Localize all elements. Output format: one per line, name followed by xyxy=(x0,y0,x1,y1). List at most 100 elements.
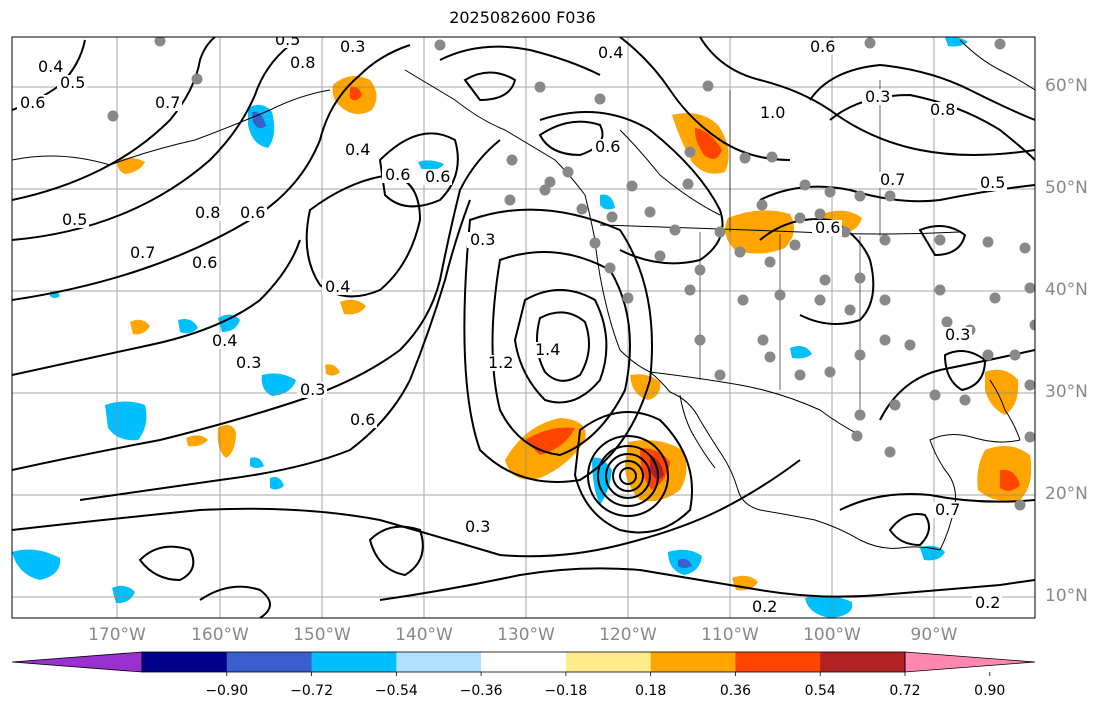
longitude-label: 130°W xyxy=(497,625,555,645)
colorbar-tick-label: 0.54 xyxy=(804,683,836,699)
station-dot xyxy=(756,199,768,211)
station-dot xyxy=(734,246,746,258)
contour-label-background xyxy=(807,39,837,55)
contour-label-background xyxy=(942,327,972,343)
contour-label-background xyxy=(35,59,65,75)
station-dot xyxy=(941,316,953,328)
negative-anomaly-patch xyxy=(600,194,615,210)
contour-line xyxy=(12,37,216,201)
contour-label-background xyxy=(462,519,492,535)
longitude-label: 100°W xyxy=(803,625,861,645)
vortex-ring xyxy=(597,445,659,507)
station-dot xyxy=(544,176,556,188)
longitude-label: 150°W xyxy=(293,625,351,645)
station-dot xyxy=(864,37,876,49)
contour-label-background xyxy=(152,95,182,111)
coastlines xyxy=(12,39,1035,551)
contour-loop xyxy=(918,225,967,257)
station-dot xyxy=(814,208,826,220)
station-dot xyxy=(851,430,863,442)
contour-label-background xyxy=(272,37,302,48)
station-dot xyxy=(766,151,778,163)
province-borders xyxy=(729,80,881,236)
contour-label: 0.3 xyxy=(865,87,890,106)
colorbar-segment xyxy=(565,652,652,672)
station-dot xyxy=(854,190,866,202)
station-dot xyxy=(604,262,616,274)
contour-label-background xyxy=(233,355,263,371)
station-dot xyxy=(824,366,836,378)
contour-label: 0.6 xyxy=(815,218,840,237)
contour-label: 0.6 xyxy=(350,410,375,429)
contour-label: 0.4 xyxy=(212,331,237,350)
colorbar-segment xyxy=(820,652,906,672)
positive-anomaly-patch xyxy=(725,210,794,254)
station-dot xyxy=(654,250,666,262)
station-dot xyxy=(669,224,681,236)
contour-labels: 0.40.50.6 0.70.80.30.40.50.6 0.60.4 0.60.30… xyxy=(17,37,1007,616)
colorbar-tick-label: 0.90 xyxy=(974,683,1006,699)
contour-loop xyxy=(138,545,195,582)
longitude-label: 140°W xyxy=(395,625,453,645)
colorbar-tick-label: 0.18 xyxy=(635,683,667,699)
contour-label-background xyxy=(592,139,622,155)
colorbar-extend-high xyxy=(904,651,1036,673)
contour-loop xyxy=(368,525,424,577)
contour-label: 0.7 xyxy=(935,500,960,519)
station-dot xyxy=(606,211,618,223)
station-dot xyxy=(814,294,826,306)
colorbar-segment xyxy=(226,652,313,672)
station-dot xyxy=(989,292,1001,304)
colorbar-segment xyxy=(396,652,482,672)
contour-label-background xyxy=(382,167,412,183)
station-dot xyxy=(1029,319,1035,331)
contour-label: 0.3 xyxy=(236,353,261,372)
contour-line xyxy=(199,585,271,618)
contour-line xyxy=(539,111,724,265)
contour-label: 0.3 xyxy=(340,37,365,56)
latitude-label: 30°N xyxy=(1045,382,1088,402)
station-dot xyxy=(904,339,916,351)
station-dot xyxy=(702,80,714,92)
canada-border xyxy=(619,129,721,216)
station-dot xyxy=(576,203,588,215)
station-dot xyxy=(107,110,119,122)
station-dot xyxy=(879,234,891,246)
station-dot xyxy=(884,190,896,202)
latitude-label: 50°N xyxy=(1045,178,1088,198)
strong-positive-patch xyxy=(1000,469,1020,491)
contour-label: 0.3 xyxy=(300,380,325,399)
contour-label: 0.3 xyxy=(465,517,490,536)
contour-label: 0.4 xyxy=(345,140,370,159)
station-dot xyxy=(594,93,606,105)
contour-loop xyxy=(305,173,422,298)
positive-anomaly-patch xyxy=(186,435,208,447)
colorbar-tick-label: 0.36 xyxy=(719,683,752,699)
contour-label-background xyxy=(322,279,352,295)
station-dot xyxy=(774,289,786,301)
vortex-ring xyxy=(612,460,644,492)
contour-label: 0.6 xyxy=(385,165,410,184)
station-dot xyxy=(934,234,946,246)
station-dot xyxy=(589,237,601,249)
contour-label: 0.8 xyxy=(195,203,220,222)
longitude-label: 90°W xyxy=(910,625,958,645)
us-mexico-border xyxy=(649,371,861,436)
latitude-label: 40°N xyxy=(1045,280,1088,300)
station-dot xyxy=(854,272,866,284)
station-dot xyxy=(737,294,749,306)
colorbar-tick-label: 0.72 xyxy=(889,683,921,699)
contour-label-background xyxy=(347,412,377,428)
strong-positive-patch xyxy=(350,86,362,101)
station-dot xyxy=(506,154,518,166)
us-canada-border xyxy=(599,224,961,235)
station-dot xyxy=(694,264,706,276)
longitude-label: 160°W xyxy=(191,625,249,645)
positive-anomaly-patch xyxy=(117,157,145,174)
station-dot xyxy=(982,236,994,248)
station-dot xyxy=(1024,282,1035,294)
contour-label: 0.4 xyxy=(325,277,350,296)
hudson-coast xyxy=(959,39,1035,91)
station-dot xyxy=(682,178,694,190)
colorbar-tick-label: −0.36 xyxy=(459,683,503,699)
